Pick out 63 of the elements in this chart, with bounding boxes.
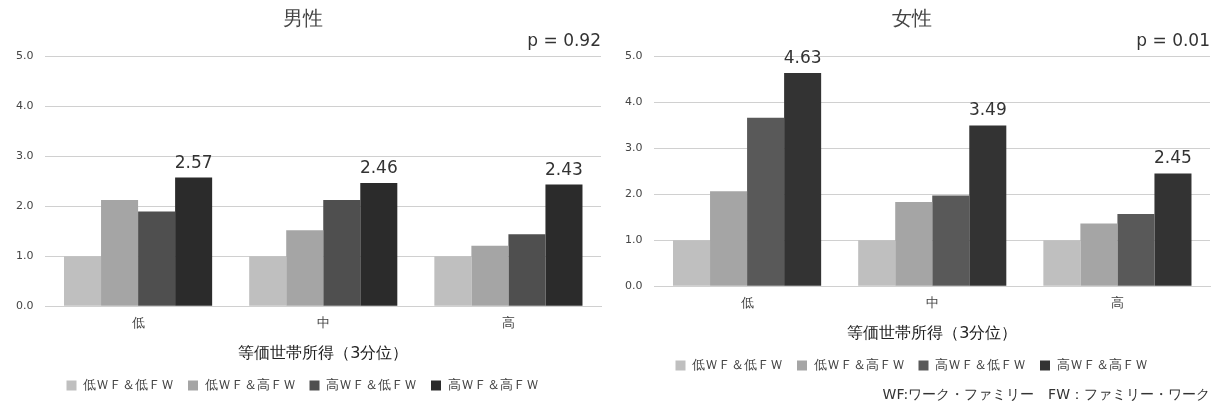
bar — [1043, 240, 1081, 286]
x-axis-title: 等価世帯所得（3分位） — [238, 342, 409, 362]
bar — [858, 240, 896, 286]
x-tick-label: 中 — [316, 315, 330, 331]
y-tick-label: 5.0 — [624, 48, 643, 62]
text: p = 0.92 — [527, 29, 601, 50]
data-label: 3.49 — [968, 99, 1007, 120]
legend-label: 低ＷＦ＆低ＦＷ — [83, 376, 174, 392]
y-tick-label: 1.0 — [15, 249, 34, 263]
chart-title: 男性 — [282, 6, 323, 31]
y-tick-label: 1.0 — [624, 233, 643, 247]
x-tick-label: 低 — [131, 315, 145, 331]
bar — [175, 177, 213, 306]
y-tick-label: 4.0 — [15, 98, 34, 112]
y-tick-label: 5.0 — [15, 48, 34, 62]
x-tick-label: 高 — [501, 315, 515, 331]
bar — [1117, 213, 1155, 286]
y-tick-label: 0.0 — [624, 279, 643, 293]
y-tick-label: 3.0 — [15, 148, 34, 162]
legend-label: 高ＷＦ＆高ＦＷ — [1056, 356, 1148, 372]
bar — [1080, 223, 1118, 286]
bar — [64, 256, 102, 306]
x-tick-label: 中 — [925, 295, 939, 311]
y-tick-label: 0.0 — [15, 299, 34, 313]
bar — [471, 245, 509, 306]
legend-label: 低ＷＦ＆高ＦＷ — [813, 356, 905, 372]
legend-label: 高ＷＦ＆低ＦＷ — [935, 356, 1026, 372]
bar — [138, 211, 176, 306]
bar — [101, 200, 139, 306]
bar — [784, 73, 822, 286]
bar — [360, 183, 398, 306]
bar — [286, 230, 324, 306]
bar — [508, 234, 546, 306]
data-label: 4.63 — [783, 46, 822, 67]
y-tick-label: 4.0 — [624, 94, 643, 108]
bar — [1154, 173, 1192, 286]
bar — [434, 256, 472, 306]
bar — [932, 195, 970, 286]
y-tick-label: 2.0 — [624, 186, 643, 200]
bar — [969, 125, 1007, 286]
y-tick-label: 2.0 — [15, 198, 34, 212]
text: WF:ワーク・ファミリー FW：ファミリー・ワーク — [882, 385, 1210, 402]
x-tick-label: 低 — [740, 295, 754, 311]
chart-title: 女性 — [891, 6, 932, 31]
data-label: 2.43 — [545, 158, 583, 179]
legend-label: 低ＷＦ＆低ＦＷ — [692, 356, 783, 372]
data-label: 2.45 — [1154, 147, 1192, 168]
bar — [249, 256, 287, 306]
x-tick-label: 高 — [1110, 295, 1124, 311]
x-axis-title: 等価世帯所得（3分位） — [847, 322, 1018, 342]
bar — [710, 191, 748, 286]
bar — [747, 117, 785, 286]
bar — [323, 200, 361, 306]
text: p = 0.01 — [1136, 29, 1210, 50]
data-label: 2.57 — [174, 151, 213, 172]
y-tick-label: 3.0 — [624, 140, 643, 154]
bar — [673, 240, 711, 286]
legend-label: 低ＷＦ＆高ＦＷ — [204, 376, 296, 392]
legend-label: 高ＷＦ＆高ＦＷ — [447, 376, 539, 392]
legend-label: 高ＷＦ＆低ＦＷ — [326, 376, 417, 392]
bar — [895, 201, 933, 286]
data-label: 2.46 — [359, 157, 398, 178]
bar — [545, 184, 583, 306]
